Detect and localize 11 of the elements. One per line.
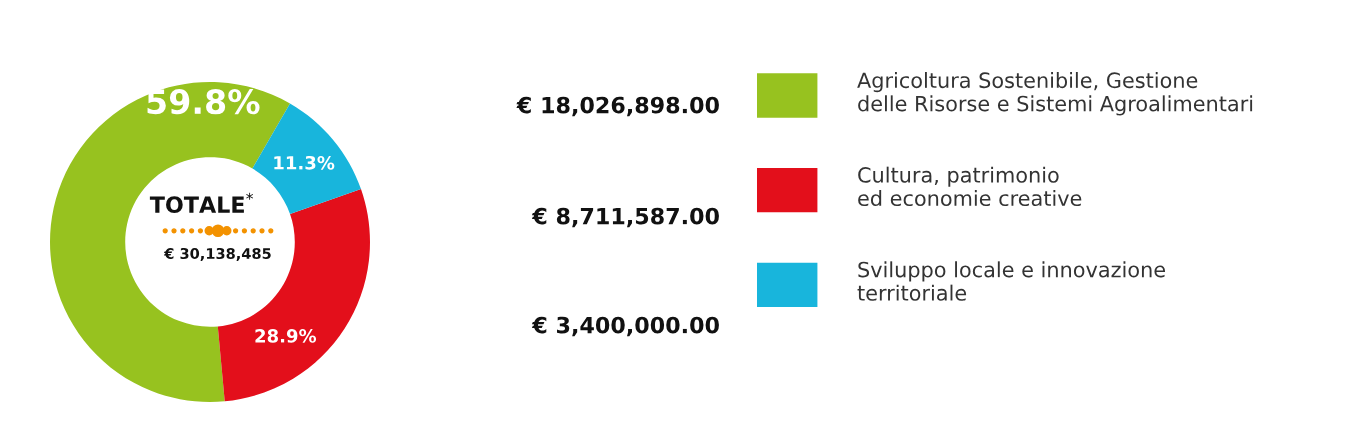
data-label: 11.3% [274,155,335,170]
text: € 18,026,898.00 [516,96,719,117]
legend-label: Agricoltura Sostenibile, Gestione delle Risorse e Sistemi Agroalimentari [857,72,1253,116]
data-label: 59.8% [147,89,260,115]
legend-label: Sviluppo locale e innovazione territoriale [857,261,1165,301]
text: € 8,711,587.00 [531,207,719,228]
text: € 3,400,000.00 [531,316,719,337]
text: TOTALE$^{*}$ [149,192,254,214]
text: € 30,138,485 [163,248,271,261]
data-label: 28.9% [255,329,317,343]
legend-label: Cultura, patrimonio ed economie creative [858,166,1082,207]
